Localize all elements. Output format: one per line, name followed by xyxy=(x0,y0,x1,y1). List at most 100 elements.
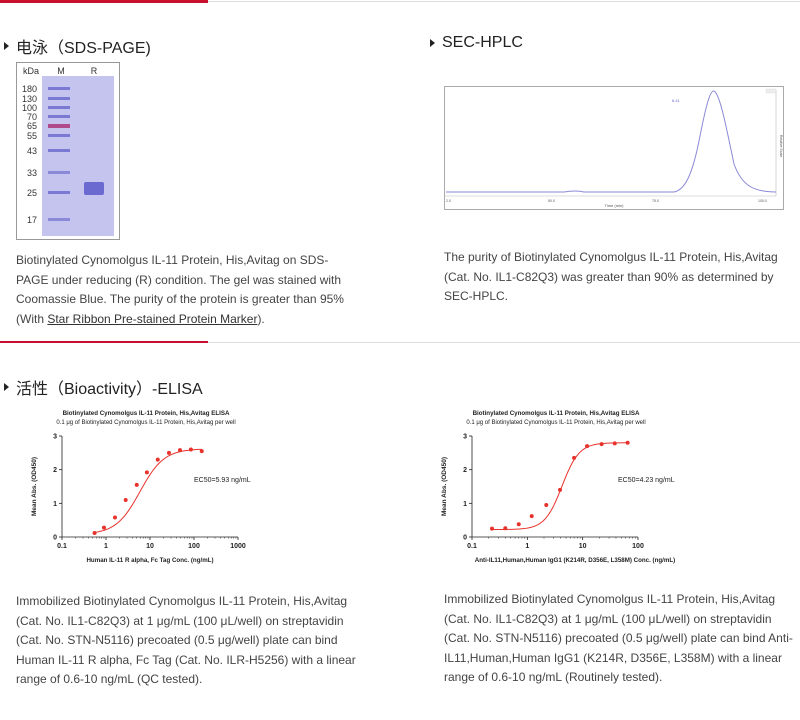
x-axis-label: Human IL-11 R alpha, Fc Tag Conc. (ng/mL… xyxy=(86,557,213,564)
x-tick-label: 10 xyxy=(146,543,154,550)
ec50-annotation: EC50=5.93 ng/mL xyxy=(194,477,251,484)
y-tick-label: 2 xyxy=(53,467,57,474)
elisa-description-right: Immobilized Biotinylated Cynomolgus IL-1… xyxy=(444,592,793,684)
sds-page-gel-image: kDa M R 180 130 100 70 65 55 43 33 25 17 xyxy=(16,62,120,240)
marker-label: 55 xyxy=(27,131,37,141)
data-point xyxy=(134,482,139,487)
chart-subtitle: 0.1 μg of Biotinylated Cynomolgus IL-11 … xyxy=(466,420,645,426)
data-point xyxy=(516,522,521,527)
mid-accent-rule xyxy=(0,341,208,343)
x-tick-label: 0.1 xyxy=(57,543,67,550)
marker-label: 33 xyxy=(27,168,37,178)
sec-peak-label: 8.41 xyxy=(672,98,681,103)
data-point xyxy=(599,442,604,447)
data-point xyxy=(92,530,97,535)
marker-label: 43 xyxy=(27,146,37,156)
sec-y-axis-label: Relative Scale xyxy=(779,135,783,157)
marker-product-link[interactable]: Star Ribbon Pre-stained Protein Marker xyxy=(47,311,258,326)
y-tick-label: 1 xyxy=(463,501,467,508)
chart-subtitle: 0.1 μg of Biotinylated Cynomolgus IL-11 … xyxy=(56,420,235,426)
x-tick-label: 1000 xyxy=(230,543,246,550)
sec-x-tick: 2.0 xyxy=(446,199,451,203)
y-tick-label: 0 xyxy=(53,535,57,542)
elisa-description-left: Immobilized Biotinylated Cynomolgus IL-1… xyxy=(16,594,356,686)
top-divider xyxy=(208,1,800,2)
data-point xyxy=(625,440,630,445)
x-tick-label: 10 xyxy=(579,543,587,550)
marker-band xyxy=(48,218,70,221)
x-axis-label: Anti-IL11,Human,Human IgG1 (K214R, D356E… xyxy=(475,557,675,564)
sds-page-description: Biotinylated Cynomolgus IL-11 Protein, H… xyxy=(16,253,344,326)
y-axis-label: Mean Abs. (OD450) xyxy=(31,457,38,516)
x-tick-label: 1 xyxy=(525,543,529,550)
data-point xyxy=(572,455,577,460)
marker-band xyxy=(48,134,70,137)
data-point xyxy=(585,444,590,449)
data-point xyxy=(558,487,563,492)
elisa-title: 活性（Bioactivity）-ELISA xyxy=(16,381,203,398)
sample-band xyxy=(84,182,104,195)
top-accent-rule xyxy=(0,0,208,3)
sec-hplc-title: SEC-HPLC xyxy=(442,34,523,51)
data-point xyxy=(166,450,171,455)
data-point xyxy=(144,470,149,475)
mid-divider xyxy=(208,342,800,343)
y-tick-label: 3 xyxy=(53,434,57,441)
fit-curve xyxy=(94,448,202,533)
elisa-chart-right: Biotinylated Cynomolgus IL-11 Protein, H… xyxy=(434,405,694,570)
ec50-annotation: EC50=4.23 ng/mL xyxy=(618,477,675,484)
y-tick-label: 1 xyxy=(53,501,57,508)
x-tick-label: 0.1 xyxy=(467,543,477,550)
marker-band xyxy=(48,97,70,100)
chart-title: Biotinylated Cynomolgus IL-11 Protein, H… xyxy=(63,410,230,417)
bullet-triangle-icon xyxy=(4,42,9,50)
y-tick-label: 2 xyxy=(463,467,467,474)
sec-hplc-chromatogram: 8.41 Time (min) 2.0 50.0 75.0 100.0 Rela… xyxy=(444,86,784,210)
data-point xyxy=(177,448,182,453)
marker-label: 70 xyxy=(27,112,37,122)
y-axis-label: Mean Abs. (OD450) xyxy=(441,457,448,516)
data-point xyxy=(188,447,193,452)
marker-band xyxy=(48,106,70,109)
elisa-chart-left: Biotinylated Cynomolgus IL-11 Protein, H… xyxy=(24,405,284,570)
marker-band xyxy=(48,191,70,194)
gel-lane-m: M xyxy=(57,66,65,76)
marker-band xyxy=(48,171,70,174)
sec-x-tick: 100.0 xyxy=(758,199,767,203)
marker-band xyxy=(48,115,70,118)
x-tick-label: 1 xyxy=(104,543,108,550)
sec-x-axis-label: Time (min) xyxy=(605,203,625,208)
marker-band xyxy=(48,149,70,152)
gel-unit-label: kDa xyxy=(23,66,39,76)
marker-label: 65 xyxy=(27,121,37,131)
data-point xyxy=(155,457,160,462)
gel-lane-r: R xyxy=(91,66,98,76)
sec-x-tick: 50.0 xyxy=(548,199,555,203)
sec-hplc-description: The purity of Biotinylated Cynomolgus IL… xyxy=(444,250,778,303)
data-point xyxy=(101,525,106,530)
sec-x-tick: 75.0 xyxy=(652,199,659,203)
marker-label: 25 xyxy=(27,188,37,198)
sec-hplc-heading: SEC-HPLC xyxy=(430,34,523,52)
data-point xyxy=(529,514,534,519)
elisa-heading: 活性（Bioactivity）-ELISA xyxy=(4,375,203,399)
bullet-triangle-icon xyxy=(430,39,435,47)
sec-legend-box xyxy=(765,88,777,94)
data-point xyxy=(199,449,204,454)
sds-page-heading: 电泳（SDS-PAGE) xyxy=(4,34,151,58)
data-point xyxy=(490,526,495,531)
sds-page-title: 电泳（SDS-PAGE) xyxy=(16,40,151,57)
data-point xyxy=(123,497,128,502)
sec-trace-line xyxy=(446,90,777,193)
data-point xyxy=(612,441,617,446)
data-point xyxy=(503,526,508,531)
chart-title: Biotinylated Cynomolgus IL-11 Protein, H… xyxy=(473,410,640,417)
data-point xyxy=(112,515,117,520)
y-tick-label: 3 xyxy=(463,434,467,441)
marker-band xyxy=(48,124,70,128)
marker-label: 100 xyxy=(22,103,37,113)
data-point xyxy=(544,503,549,508)
marker-band xyxy=(48,87,70,90)
bullet-triangle-icon xyxy=(4,383,9,391)
x-tick-label: 100 xyxy=(188,543,200,550)
